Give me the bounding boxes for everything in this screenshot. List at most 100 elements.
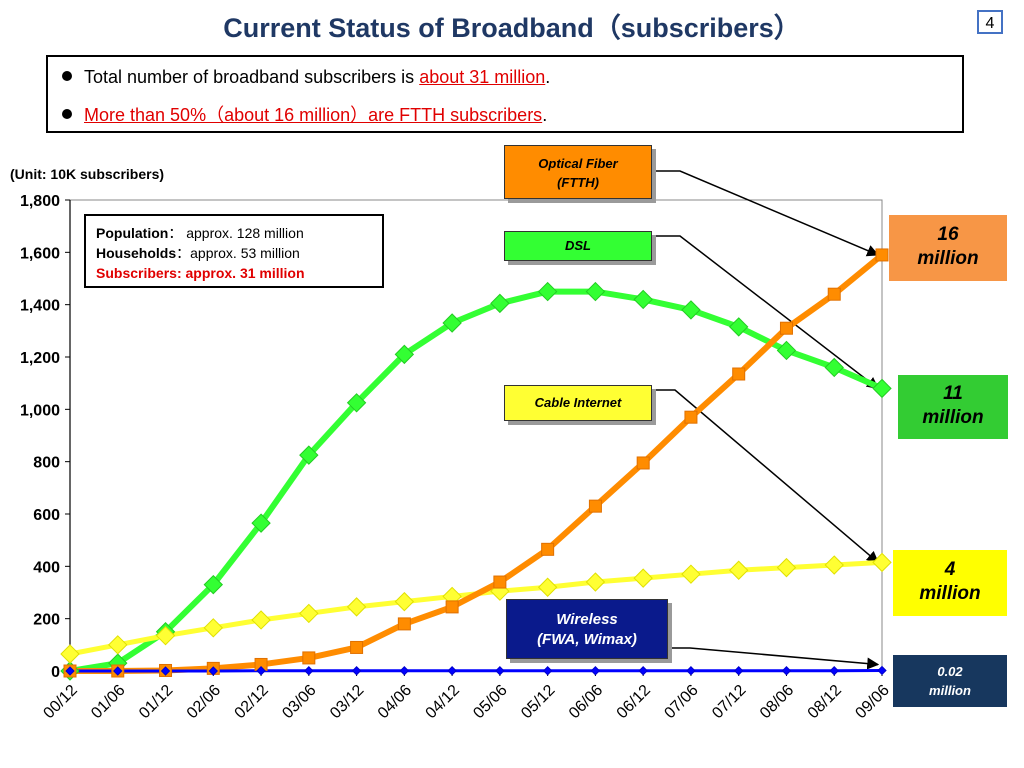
- wireless-point: [351, 666, 362, 676]
- cable-point: [203, 618, 224, 638]
- x-tick-label: 07/06: [661, 682, 701, 722]
- cable-point: [728, 560, 749, 580]
- wireless-point: [447, 666, 457, 676]
- wireless-point: [590, 666, 601, 676]
- x-tick-label: 05/12: [518, 682, 558, 722]
- dsl-point: [394, 344, 415, 365]
- ftth-point: [302, 651, 316, 665]
- y-tick-label: 1,800: [20, 193, 60, 210]
- cable-series-label: Cable Internet: [504, 385, 652, 421]
- bullet-dot-icon: [62, 109, 72, 119]
- bullet-total: Total number of broadband subscribers is…: [62, 67, 550, 88]
- y-tick-label: 1,600: [20, 245, 60, 262]
- dsl-point: [251, 513, 271, 533]
- cable-point: [633, 568, 653, 588]
- y-tick-label: 400: [33, 559, 60, 576]
- ftth-point: [875, 248, 889, 262]
- cable-point: [299, 603, 319, 624]
- x-tick-label: 02/12: [232, 682, 272, 722]
- wireless-point: [399, 666, 410, 676]
- wireless-point: [160, 666, 171, 676]
- cable-point: [60, 644, 80, 664]
- cable-point: [346, 597, 367, 617]
- cable-point: [824, 555, 844, 575]
- dsl-callout: 11 million: [898, 375, 1008, 439]
- y-tick-label: 600: [33, 507, 60, 524]
- dsl-point: [346, 393, 367, 413]
- ftth-point: [636, 456, 650, 470]
- wireless-point: [304, 666, 314, 676]
- page-number: 4: [977, 10, 1003, 34]
- wireless-point: [208, 666, 219, 676]
- cable-point: [537, 577, 558, 597]
- wireless-point: [65, 666, 75, 676]
- bullet-dot-icon: [62, 71, 72, 81]
- ftth-point: [684, 410, 698, 424]
- x-tick-label: 03/06: [279, 682, 319, 722]
- series-line-0: [69, 288, 884, 674]
- y-tick-label: 0: [51, 664, 60, 681]
- ftth-point: [732, 367, 746, 381]
- wireless-point: [542, 666, 553, 676]
- summary-box: Total number of broadband subscribers is…: [46, 55, 964, 133]
- ftth-series-label: Optical Fiber (FTTH): [504, 145, 652, 199]
- x-tick-label: 03/12: [327, 682, 367, 722]
- ftth-point: [350, 640, 364, 654]
- x-tick-label: 05/06: [470, 682, 510, 722]
- x-tick-label: 00/12: [40, 682, 80, 722]
- y-tick-label: 200: [33, 612, 60, 629]
- dsl-point: [537, 281, 558, 302]
- highlight-total: about 31 million: [419, 67, 546, 87]
- dsl-series-label: DSL: [504, 231, 652, 261]
- x-tick-label: 06/12: [614, 682, 654, 722]
- unit-label: (Unit: 10K subscribers): [10, 166, 165, 182]
- x-tick-label: 08/12: [805, 682, 845, 722]
- wireless-point: [256, 666, 266, 676]
- wireless-point: [495, 666, 505, 676]
- ftth-point: [779, 321, 793, 335]
- wireless-point: [877, 665, 887, 676]
- x-tick-label: 07/12: [709, 682, 749, 722]
- dsl-point: [728, 317, 749, 337]
- x-tick-label: 06/06: [566, 682, 606, 722]
- wireless-point: [829, 666, 839, 676]
- wireless-point: [113, 666, 123, 676]
- households-row: Households：approx. 53 million: [96, 245, 300, 261]
- subscribers-row: Subscribers: approx. 31 million: [96, 265, 305, 281]
- ftth-arrow: [652, 170, 880, 257]
- ftth-point: [541, 542, 555, 556]
- y-tick-label: 1,200: [20, 350, 60, 367]
- wireless-point: [638, 666, 648, 676]
- x-tick-label: 04/06: [375, 682, 415, 722]
- x-tick-label: 09/06: [852, 682, 892, 722]
- dsl-point: [681, 300, 701, 320]
- wireless-point: [686, 666, 696, 676]
- dsl-point: [872, 378, 892, 399]
- dsl-point: [585, 281, 606, 302]
- cable-point: [585, 572, 606, 592]
- ftth-point: [493, 575, 507, 589]
- dsl-point: [776, 340, 797, 361]
- series-line-3: [70, 668, 883, 673]
- slide-title: Current Status of Broadband（subscribers）: [223, 13, 801, 43]
- x-tick-label: 01/06: [88, 682, 128, 722]
- wireless-point: [733, 666, 744, 676]
- ftth-point: [827, 287, 841, 301]
- dsl-point: [824, 357, 844, 378]
- wireless-point: [781, 666, 792, 676]
- cable-arrow: [652, 389, 879, 564]
- y-tick-label: 1,400: [20, 298, 60, 315]
- cable-callout: 4 million: [893, 550, 1007, 616]
- ftth-callout: 16 million: [889, 215, 1007, 281]
- cable-point: [155, 625, 176, 646]
- ftth-point: [397, 617, 411, 631]
- wireless-callout: 0.02 million: [893, 655, 1007, 707]
- ftth-point: [445, 600, 459, 614]
- x-tick-label: 08/06: [757, 682, 797, 722]
- dsl-point: [299, 445, 319, 465]
- cable-point: [108, 635, 128, 655]
- dsl-point: [633, 289, 653, 310]
- y-tick-label: 800: [33, 455, 60, 472]
- x-tick-label: 01/12: [136, 682, 176, 722]
